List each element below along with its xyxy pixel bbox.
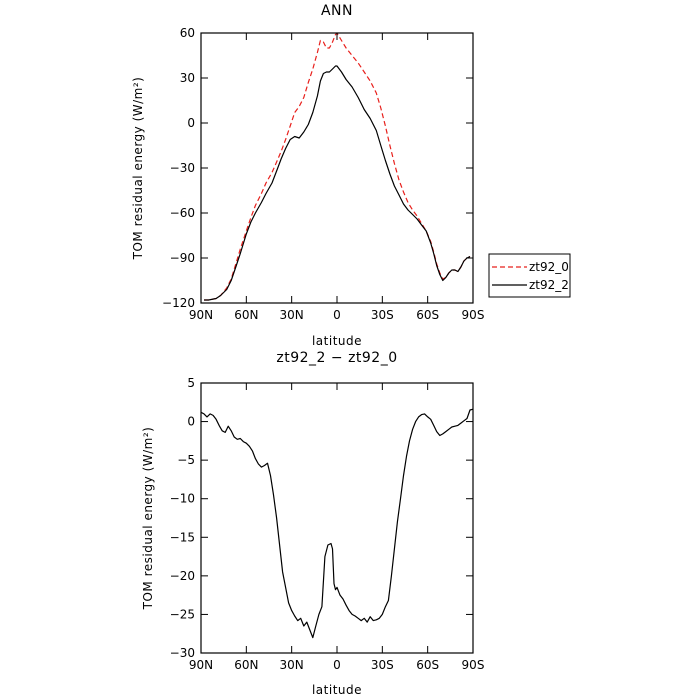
x-tick-label: 90N	[189, 658, 213, 672]
y-tick-label: −15	[170, 530, 195, 544]
x-tick-label: 90S	[462, 308, 485, 322]
x-tick-label: 60S	[416, 308, 439, 322]
y-tick-label: −25	[170, 607, 195, 621]
x-tick-label: 60S	[416, 658, 439, 672]
y-axis-title: TOM residual energy (W/m²)	[131, 77, 145, 261]
plot-area	[200, 408, 474, 639]
y-tick-label: −30	[170, 161, 195, 175]
y-tick-label: −60	[170, 206, 195, 220]
plot-area	[204, 32, 471, 301]
y-tick-label: 60	[180, 26, 195, 40]
legend-label-zt92-2: zt92_2	[529, 278, 569, 292]
y-tick-label: 5	[187, 376, 195, 390]
axis-ticks: 90N 60N 30N 0 30S 60S 90S 60 30 0 −30 −60 −90 −120	[162, 26, 484, 322]
series-line-series-0	[200, 408, 474, 639]
x-tick-label: 60N	[234, 308, 258, 322]
legend-label-zt92-0: zt92_0	[529, 260, 569, 274]
legend-box	[488, 253, 571, 298]
y-tick-label: 0	[187, 116, 195, 130]
x-axis-title: latitude	[312, 683, 362, 697]
y-tick-label: −120	[162, 296, 195, 310]
x-tick-label: 0	[333, 658, 341, 672]
x-tick-label: 30N	[280, 308, 304, 322]
x-tick-label: 30S	[371, 658, 394, 672]
y-tick-label: −90	[170, 251, 195, 265]
x-axis-title: latitude	[312, 334, 362, 348]
plot-frame	[200, 32, 474, 304]
legend: zt92_0 zt92_2	[488, 253, 571, 298]
x-tick-label: 90N	[189, 308, 213, 322]
x-tick-label: 30S	[371, 308, 394, 322]
y-axis-title: TOM residual energy (W/m²)	[141, 427, 155, 611]
x-tick-label: 30N	[280, 658, 304, 672]
y-tick-label: 30	[180, 71, 195, 85]
y-tick-label: 0	[187, 415, 195, 429]
y-tick-label: −20	[170, 569, 195, 583]
x-tick-label: 90S	[462, 658, 485, 672]
bottom-chart: zt92_2 − zt92_0 90N 60N 30N 0 30S 60S 90S 5 0 −5 −…	[141, 350, 484, 697]
axis-ticks: 90N 60N 30N 0 30S 60S 90S 5 0 −5 −10 −15 −20 −25 −30	[170, 376, 485, 672]
chart-title: zt92_2 − zt92_0	[276, 350, 397, 366]
chart-title: ANN	[321, 3, 353, 19]
y-tick-label: −5	[177, 453, 195, 467]
series-line-zt92-0	[204, 32, 471, 301]
y-tick-label: −10	[170, 492, 195, 506]
x-tick-label: 60N	[234, 658, 258, 672]
series-line-zt92-2	[204, 65, 471, 301]
x-tick-label: 0	[333, 308, 341, 322]
top-chart: ANN 90N 60N 30N 0 30S 60S 90S 60 30 0 −30 −60 −90 −12…	[131, 3, 571, 348]
y-tick-label: −30	[170, 646, 195, 660]
